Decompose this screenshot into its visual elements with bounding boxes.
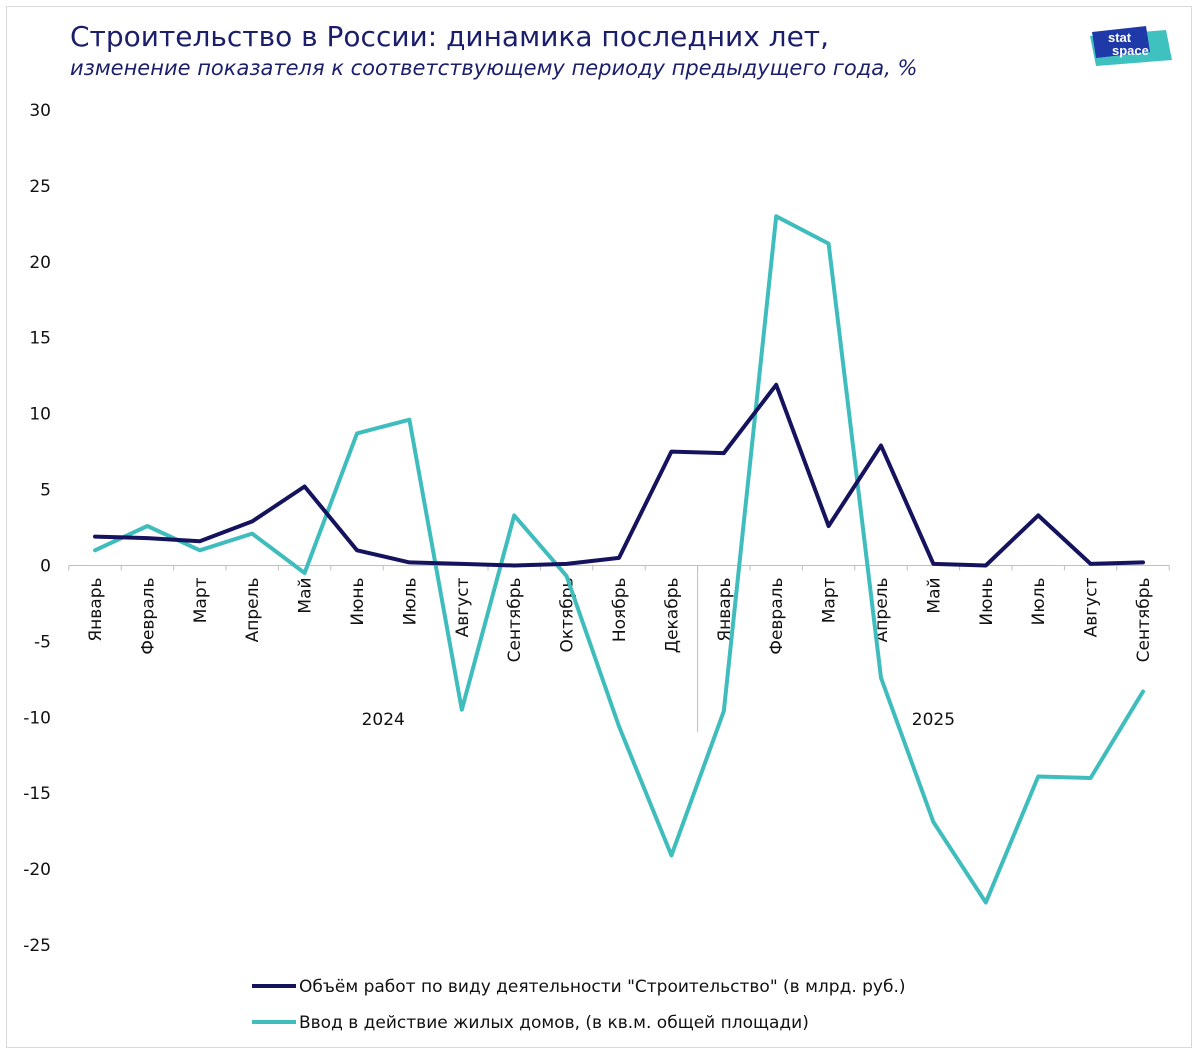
chart-subtitle: изменение показателя к соответствующему …: [70, 56, 918, 80]
x-tick-label: Июль: [1029, 577, 1049, 625]
x-tick-label: Февраль: [138, 577, 158, 654]
y-tick-label: 30: [29, 101, 51, 121]
legend-label-series-2: Ввод в действие жилых домов, (в кв.м. об…: [299, 1013, 809, 1033]
y-tick-label: 0: [40, 556, 51, 576]
chart-frame: [6, 6, 1192, 1048]
x-tick-label: Октябрь: [558, 577, 578, 652]
y-tick-label: 5: [40, 481, 51, 501]
x-tick-label: Февраль: [767, 577, 787, 654]
series-line-1: [93, 382, 1145, 568]
x-tick-label: Июнь: [348, 577, 368, 625]
y-axis-ticks: 30 25 20 15 10 5 0 -5 -10 -15 -20 -25: [23, 101, 51, 956]
x-axis-year-groups: 2024 2025: [362, 565, 955, 732]
y-tick-label: 20: [29, 253, 51, 273]
x-tick-label: Сентябрь: [505, 577, 525, 662]
x-tick-label: Март: [191, 577, 211, 623]
x-tick-label: Август: [453, 577, 473, 637]
x-tick-label: Ноябрь: [610, 577, 630, 642]
logo-line1: stat: [1108, 30, 1132, 45]
y-tick-label: -25: [23, 936, 51, 956]
x-tick-label: Март: [820, 577, 840, 623]
x-tick-label: Июнь: [977, 577, 997, 625]
y-tick-label: -15: [23, 784, 51, 804]
year-group-label: 2025: [912, 710, 955, 730]
year-group-label: 2024: [362, 710, 405, 730]
series-lines: [93, 214, 1145, 905]
x-tick-label: Апрель: [243, 577, 263, 642]
chart-title: Строительство в России: динамика последн…: [70, 20, 830, 53]
series-line-2: [93, 214, 1145, 905]
statspace-logo: stat space: [1090, 26, 1172, 66]
logo-line2: space: [1112, 43, 1149, 58]
y-tick-label: -20: [23, 860, 51, 880]
x-tick-label: Май: [924, 577, 944, 613]
x-tick-label: Январь: [86, 577, 106, 641]
x-tick-label: Июль: [400, 577, 420, 625]
x-axis-labels: Январь Февраль Март Апрель Май Июнь Июль Август…: [86, 577, 1154, 662]
x-tick-label: Декабрь: [662, 577, 682, 653]
x-tick-label: Январь: [715, 577, 735, 641]
legend: Объём работ по виду деятельности "Строит…: [252, 977, 906, 1033]
x-tick-label: Май: [296, 577, 316, 613]
y-tick-label: 25: [29, 177, 51, 197]
y-tick-label: -10: [23, 708, 51, 728]
x-tick-label: Август: [1082, 577, 1102, 637]
legend-label-series-1: Объём работ по виду деятельности "Строит…: [299, 977, 906, 997]
x-axis-tick-marks: [68, 565, 1170, 571]
y-tick-label: 10: [29, 405, 51, 425]
logo-front-shape: [1092, 26, 1150, 58]
y-tick-label: 15: [29, 329, 51, 349]
y-tick-label: -5: [34, 632, 51, 652]
x-tick-label: Апрель: [872, 577, 892, 642]
x-tick-label: Сентябрь: [1134, 577, 1154, 662]
